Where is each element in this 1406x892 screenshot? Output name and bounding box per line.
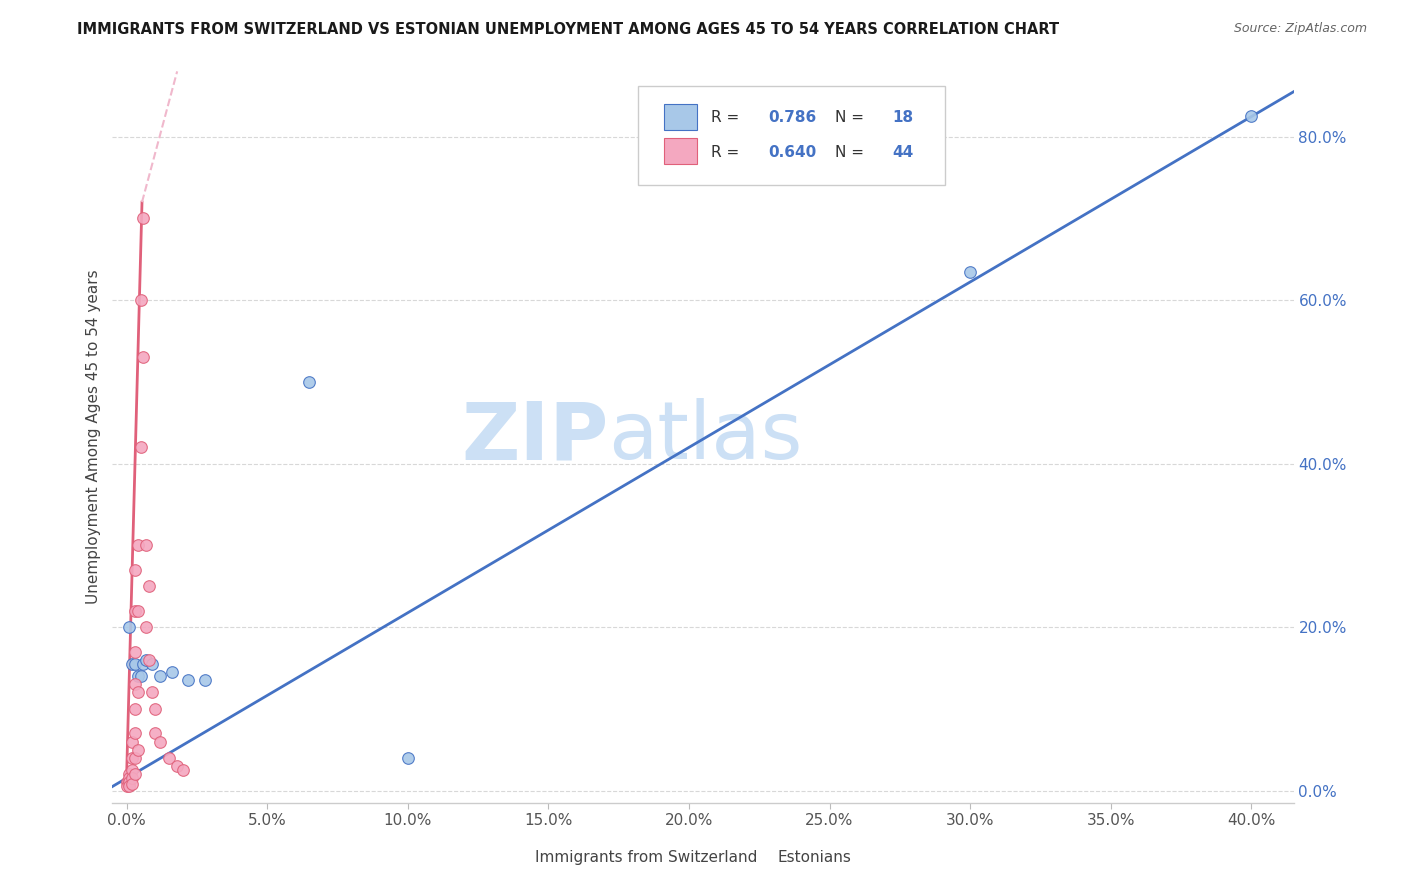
- FancyBboxPatch shape: [664, 138, 697, 164]
- Point: [135, 538, 157, 552]
- Point: [149, 669, 172, 683]
- Text: IMMIGRANTS FROM SWITZERLAND VS ESTONIAN UNEMPLOYMENT AMONG AGES 45 TO 54 YEARS C: IMMIGRANTS FROM SWITZERLAND VS ESTONIAN …: [77, 22, 1060, 37]
- Text: 18: 18: [891, 110, 912, 125]
- Point: [118, 772, 141, 786]
- Point: [121, 763, 143, 777]
- Point: [1240, 109, 1263, 123]
- Point: [124, 767, 146, 781]
- Point: [135, 653, 157, 667]
- Text: Immigrants from Switzerland: Immigrants from Switzerland: [536, 850, 758, 865]
- Point: [121, 657, 143, 671]
- Point: [177, 673, 200, 688]
- Point: [172, 763, 194, 777]
- Y-axis label: Unemployment Among Ages 45 to 54 years: Unemployment Among Ages 45 to 54 years: [86, 269, 101, 605]
- FancyBboxPatch shape: [664, 103, 697, 130]
- Point: [124, 751, 146, 765]
- Point: [127, 742, 149, 756]
- Point: [121, 734, 143, 748]
- FancyBboxPatch shape: [502, 852, 529, 872]
- Text: 44: 44: [891, 145, 914, 160]
- Point: [127, 604, 149, 618]
- Text: 0.640: 0.640: [768, 145, 817, 160]
- Point: [157, 751, 180, 765]
- FancyBboxPatch shape: [744, 852, 770, 872]
- Point: [141, 657, 163, 671]
- Point: [138, 579, 160, 593]
- Text: R =: R =: [711, 110, 744, 125]
- Point: [115, 780, 138, 794]
- Point: [118, 620, 141, 634]
- Point: [127, 669, 149, 683]
- Point: [959, 264, 981, 278]
- Point: [143, 702, 166, 716]
- Point: [135, 620, 157, 634]
- Point: [166, 759, 188, 773]
- Point: [129, 293, 152, 308]
- Point: [298, 375, 321, 389]
- Point: [118, 775, 141, 789]
- Point: [160, 665, 183, 679]
- Point: [143, 726, 166, 740]
- Point: [194, 673, 217, 688]
- Text: 0.786: 0.786: [768, 110, 817, 125]
- Point: [124, 563, 146, 577]
- Point: [124, 702, 146, 716]
- Point: [124, 677, 146, 691]
- Point: [118, 767, 141, 781]
- FancyBboxPatch shape: [638, 86, 945, 185]
- Point: [132, 657, 155, 671]
- Text: Estonians: Estonians: [778, 850, 851, 865]
- Point: [118, 780, 141, 794]
- Point: [124, 604, 146, 618]
- Point: [127, 538, 149, 552]
- Point: [121, 751, 143, 765]
- Point: [124, 645, 146, 659]
- Point: [132, 351, 155, 365]
- Point: [115, 775, 138, 789]
- Point: [127, 685, 149, 699]
- Text: atlas: atlas: [609, 398, 803, 476]
- Point: [132, 211, 155, 226]
- Text: ZIP: ZIP: [461, 398, 609, 476]
- Point: [129, 440, 152, 454]
- Point: [129, 669, 152, 683]
- Point: [124, 657, 146, 671]
- Text: Source: ZipAtlas.com: Source: ZipAtlas.com: [1233, 22, 1367, 36]
- Text: R =: R =: [711, 145, 744, 160]
- Point: [149, 734, 172, 748]
- Point: [141, 685, 163, 699]
- Text: N =: N =: [835, 145, 869, 160]
- Point: [396, 751, 419, 765]
- Point: [121, 772, 143, 786]
- Point: [124, 726, 146, 740]
- Text: N =: N =: [835, 110, 869, 125]
- Point: [138, 653, 160, 667]
- Point: [121, 777, 143, 791]
